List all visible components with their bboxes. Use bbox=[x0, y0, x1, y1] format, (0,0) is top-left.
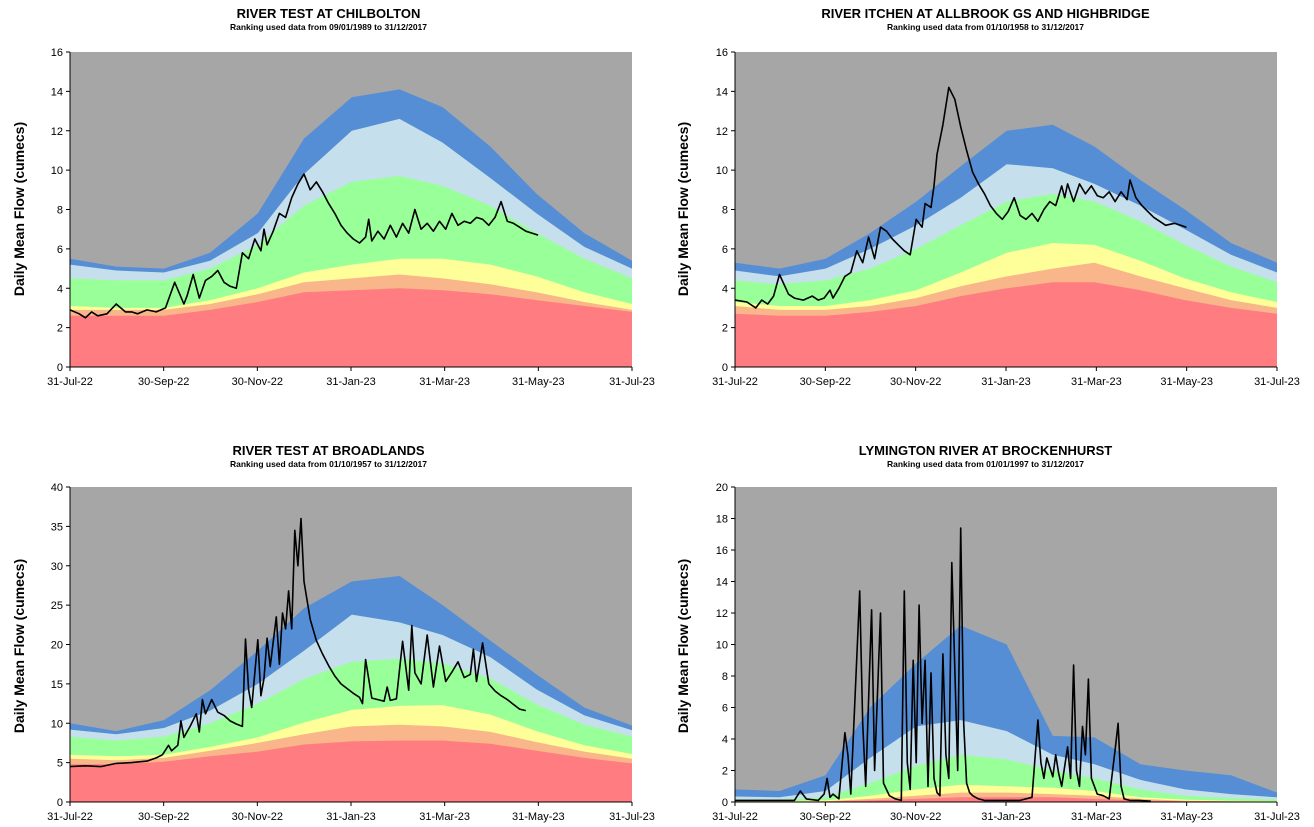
x-tick-label: 30-Sep-22 bbox=[800, 811, 851, 823]
y-tick-label: 8 bbox=[722, 671, 728, 683]
x-tick-label: 30-Nov-22 bbox=[232, 811, 283, 823]
x-tick-label: 31-Jul-22 bbox=[47, 376, 93, 388]
y-tick-label: 25 bbox=[51, 600, 63, 612]
x-tick-label: 31-Jul-22 bbox=[712, 376, 758, 388]
chart-plot: 0 2 4 6 8 10 12 14 16 18 20 31-Jul-22 30-Sep-22 30-No… bbox=[657, 413, 1314, 827]
y-tick-label: 20 bbox=[51, 640, 63, 652]
y-tick-label: 0 bbox=[722, 797, 728, 809]
y-tick-label: 5 bbox=[57, 758, 63, 770]
y-tick-label: 10 bbox=[716, 640, 728, 652]
y-tick-label: 4 bbox=[57, 283, 63, 295]
y-tick-label: 14 bbox=[716, 86, 728, 98]
x-tick-label: 31-Jan-23 bbox=[326, 811, 376, 823]
x-tick-label: 31-Mar-23 bbox=[1071, 811, 1122, 823]
chart-panel-lymington-brockenhurst: LYMINGTON RIVER AT BROCKENHURST Ranking … bbox=[657, 413, 1314, 827]
y-tick-label: 10 bbox=[51, 718, 63, 730]
y-tick-label: 0 bbox=[57, 797, 63, 809]
y-tick-label: 6 bbox=[57, 244, 63, 256]
y-tick-label: 8 bbox=[722, 205, 728, 217]
x-tick-label: 31-Jan-23 bbox=[981, 376, 1031, 388]
chart-plot: 0 5 10 15 20 25 30 35 40 31-Jul-22 30-Sep-22 30-Nov… bbox=[0, 413, 657, 827]
y-tick-label: 18 bbox=[716, 514, 728, 526]
y-tick-label: 0 bbox=[57, 362, 63, 374]
y-tick-label: 0 bbox=[722, 362, 728, 374]
y-tick-label: 35 bbox=[51, 521, 63, 533]
y-tick-label: 6 bbox=[722, 703, 728, 715]
x-tick-label: 30-Sep-22 bbox=[138, 376, 189, 388]
x-tick-label: 31-Jul-22 bbox=[712, 811, 758, 823]
x-tick-label: 30-Nov-22 bbox=[890, 811, 941, 823]
y-tick-label: 14 bbox=[716, 577, 728, 589]
y-tick-label: 2 bbox=[57, 323, 63, 335]
chart-panel-test-chilbolton: RIVER TEST AT CHILBOLTON Ranking used da… bbox=[0, 0, 657, 410]
y-tick-label: 2 bbox=[722, 323, 728, 335]
y-tick-label: 4 bbox=[722, 734, 728, 746]
x-tick-label: 31-Jan-23 bbox=[326, 376, 376, 388]
x-tick-label: 31-Mar-23 bbox=[419, 811, 470, 823]
x-tick-label: 31-Mar-23 bbox=[1071, 376, 1122, 388]
y-tick-label: 16 bbox=[716, 545, 728, 557]
x-tick-label: 31-Jul-23 bbox=[1254, 811, 1300, 823]
y-tick-label: 16 bbox=[51, 47, 63, 59]
y-tick-label: 6 bbox=[722, 244, 728, 256]
y-tick-label: 14 bbox=[51, 86, 63, 98]
y-tick-label: 15 bbox=[51, 679, 63, 691]
x-tick-label: 30-Sep-22 bbox=[138, 811, 189, 823]
chart-panel-test-broadlands: RIVER TEST AT BROADLANDS Ranking used da… bbox=[0, 413, 657, 827]
x-tick-label: 31-May-23 bbox=[512, 811, 565, 823]
x-tick-label: 31-May-23 bbox=[1160, 376, 1213, 388]
y-tick-label: 20 bbox=[716, 482, 728, 494]
y-tick-label: 10 bbox=[716, 165, 728, 177]
y-tick-label: 30 bbox=[51, 561, 63, 573]
x-tick-label: 31-Jul-22 bbox=[47, 811, 93, 823]
y-tick-label: 12 bbox=[716, 608, 728, 620]
y-tick-label: 40 bbox=[51, 482, 63, 494]
x-tick-label: 31-May-23 bbox=[512, 376, 565, 388]
y-tick-label: 10 bbox=[51, 165, 63, 177]
x-tick-label: 31-Mar-23 bbox=[419, 376, 470, 388]
chart-plot: 0 2 4 6 8 10 12 14 16 31-Jul-22 30-Sep-22 30-Nov-22… bbox=[0, 0, 657, 410]
y-tick-label: 4 bbox=[722, 283, 728, 295]
x-tick-label: 31-Jul-23 bbox=[609, 376, 655, 388]
y-tick-label: 2 bbox=[722, 766, 728, 778]
chart-panel-itchen-allbrook: RIVER ITCHEN AT ALLBROOK GS AND HIGHBRID… bbox=[657, 0, 1314, 410]
y-tick-label: 8 bbox=[57, 205, 63, 217]
x-tick-label: 30-Nov-22 bbox=[890, 376, 941, 388]
x-tick-label: 30-Nov-22 bbox=[232, 376, 283, 388]
x-tick-label: 31-Jan-23 bbox=[981, 811, 1031, 823]
y-tick-label: 12 bbox=[51, 126, 63, 138]
y-tick-label: 16 bbox=[716, 47, 728, 59]
chart-plot: 0 2 4 6 8 10 12 14 16 31-Jul-22 30-Sep-22 30-Nov-22… bbox=[657, 0, 1314, 410]
y-tick-label: 12 bbox=[716, 126, 728, 138]
x-tick-label: 31-Jul-23 bbox=[1254, 376, 1300, 388]
x-tick-label: 30-Sep-22 bbox=[800, 376, 851, 388]
x-tick-label: 31-Jul-23 bbox=[609, 811, 655, 823]
x-tick-label: 31-May-23 bbox=[1160, 811, 1213, 823]
